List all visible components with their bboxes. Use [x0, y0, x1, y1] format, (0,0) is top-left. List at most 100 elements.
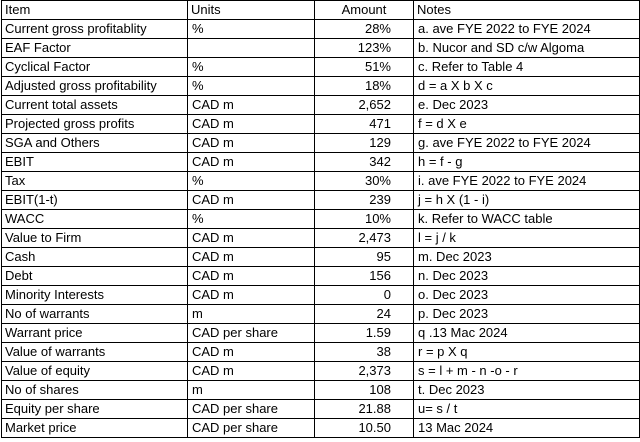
- cell-item: Current total assets: [1, 95, 188, 115]
- cell-item: Tax: [1, 171, 188, 191]
- cell-notes: t. Dec 2023: [413, 380, 640, 400]
- cell-item: Adjusted gross profitability: [1, 76, 188, 96]
- cell-units: CAD per share: [187, 323, 315, 343]
- cell-amount: 2,652: [314, 95, 414, 115]
- cell-amount: 0: [314, 285, 414, 305]
- cell-notes: q .13 Mac 2024: [413, 323, 640, 343]
- cell-item: Minority Interests: [1, 285, 188, 305]
- cell-notes: p. Dec 2023: [413, 304, 640, 324]
- cell-notes: a. ave FYE 2022 to FYE 2024: [413, 19, 640, 39]
- cell-notes: u= s / t: [413, 399, 640, 419]
- cell-amount: 2,473: [314, 228, 414, 248]
- cell-notes: l = j / k: [413, 228, 640, 248]
- table-row: Debt CAD m 156 n. Dec 2023: [1, 266, 640, 286]
- cell-item: Value to Firm: [1, 228, 188, 248]
- cell-amount: 10%: [314, 209, 414, 229]
- table-row: Tax% 30% i. ave FYE 2022 to FYE 2024: [1, 171, 640, 191]
- cell-units: CAD m: [187, 342, 315, 362]
- table-row: SGA and Others CAD m 129 g. ave FYE 2022 to…: [1, 133, 640, 153]
- cell-notes: n. Dec 2023: [413, 266, 640, 286]
- cell-units: CAD m: [187, 247, 315, 267]
- cell-units: CAD m: [187, 266, 315, 286]
- cell-units: CAD m: [187, 133, 315, 153]
- cell-item: Current gross profitablity: [1, 19, 188, 39]
- cell-amount: 51%: [314, 57, 414, 77]
- table-row: EBIT(1-t) CAD m 239 j = h X (1 - i): [1, 190, 640, 210]
- cell-amount: 156: [314, 266, 414, 286]
- cell-amount: 2,373: [314, 361, 414, 381]
- cell-amount: 108: [314, 380, 414, 400]
- cell-amount: 1.59: [314, 323, 414, 343]
- cell-item: No of warrants: [1, 304, 188, 324]
- cell-amount: 123%: [314, 38, 414, 58]
- header-notes: Notes: [413, 0, 640, 20]
- cell-units: CAD m: [187, 114, 315, 134]
- cell-amount: 38: [314, 342, 414, 362]
- cell-units: %: [187, 76, 315, 96]
- cell-amount: 21.88: [314, 399, 414, 419]
- cell-amount: 342: [314, 152, 414, 172]
- table-row: Current gross profitablity% 28% a. ave FYE…: [1, 19, 640, 39]
- header-amount: Amount: [314, 0, 414, 20]
- table-row: Equity per share CAD per share 21.88 u= s /…: [1, 399, 640, 419]
- cell-units: CAD per share: [187, 418, 315, 438]
- cell-units: %: [187, 171, 315, 191]
- cell-item: EAF Factor: [1, 38, 188, 58]
- table-row: Value of equity CAD m 2,373 s = l + m - n -…: [1, 361, 640, 381]
- cell-units: %: [187, 57, 315, 77]
- cell-notes: e. Dec 2023: [413, 95, 640, 115]
- cell-units: %: [187, 19, 315, 39]
- cell-item: Market price: [1, 418, 188, 438]
- cell-amount: 30%: [314, 171, 414, 191]
- cell-units: CAD m: [187, 361, 315, 381]
- cell-units: CAD m: [187, 285, 315, 305]
- cell-notes: f = d X e: [413, 114, 640, 134]
- cell-item: Debt: [1, 266, 188, 286]
- cell-units: %: [187, 209, 315, 229]
- cell-item: WACC: [1, 209, 188, 229]
- cell-units: CAD m: [187, 190, 315, 210]
- table-row: EBIT CAD m 342 h = f - g: [1, 152, 640, 172]
- cell-notes: r = p X q: [413, 342, 640, 362]
- cell-item: Cyclical Factor: [1, 57, 188, 77]
- cell-units: m: [187, 380, 315, 400]
- table-row: WACC% 10% k. Refer to WACC table: [1, 209, 640, 229]
- header-item: Item: [1, 0, 188, 20]
- table-row: Projected gross profits CAD m 471 f = d X e: [1, 114, 640, 134]
- header-row: Item Units Amount Notes: [1, 0, 640, 20]
- cell-amount: 239: [314, 190, 414, 210]
- cell-units: CAD m: [187, 152, 315, 172]
- cell-item: EBIT(1-t): [1, 190, 188, 210]
- cell-units: CAD per share: [187, 399, 315, 419]
- table-row: Value to Firm CAD m 2,473 l = j / k: [1, 228, 640, 248]
- table-header: Item Units Amount Notes: [1, 0, 640, 20]
- table-row: EAF Factor 123% b. Nucor and SD c/w Algoma: [1, 38, 640, 58]
- cell-notes: c. Refer to Table 4: [413, 57, 640, 77]
- table-row: Current total assets CAD m 2,652 e. Dec 202…: [1, 95, 640, 115]
- cell-notes: i. ave FYE 2022 to FYE 2024: [413, 171, 640, 191]
- table-body: Current gross profitablity% 28% a. ave FYE…: [1, 19, 640, 438]
- table-row: Cash CAD m 95 m. Dec 2023: [1, 247, 640, 267]
- cell-amount: 24: [314, 304, 414, 324]
- cell-notes: k. Refer to WACC table: [413, 209, 640, 229]
- cell-notes: b. Nucor and SD c/w Algoma: [413, 38, 640, 58]
- table-row: No of shares m 108 t. Dec 2023: [1, 380, 640, 400]
- table-row: Minority Interests CAD m 0 o. Dec 2023: [1, 285, 640, 305]
- table-row: Value of warrants CAD m 38 r = p X q: [1, 342, 640, 362]
- table-row: Cyclical Factor% 51% c. Refer to Table 4: [1, 57, 640, 77]
- cell-notes: s = l + m - n -o - r: [413, 361, 640, 381]
- cell-notes: d = a X b X c: [413, 76, 640, 96]
- cell-amount: 95: [314, 247, 414, 267]
- cell-item: No of shares: [1, 380, 188, 400]
- cell-amount: 129: [314, 133, 414, 153]
- cell-notes: o. Dec 2023: [413, 285, 640, 305]
- cell-item: Equity per share: [1, 399, 188, 419]
- cell-units: CAD m: [187, 95, 315, 115]
- cell-item: Projected gross profits: [1, 114, 188, 134]
- cell-amount: 471: [314, 114, 414, 134]
- cell-amount: 10.50: [314, 418, 414, 438]
- table-row: Warrant price CAD per share 1.59 q .13 Mac …: [1, 323, 640, 343]
- table-row: No of warrants m 24 p. Dec 2023: [1, 304, 640, 324]
- cell-units: CAD m: [187, 228, 315, 248]
